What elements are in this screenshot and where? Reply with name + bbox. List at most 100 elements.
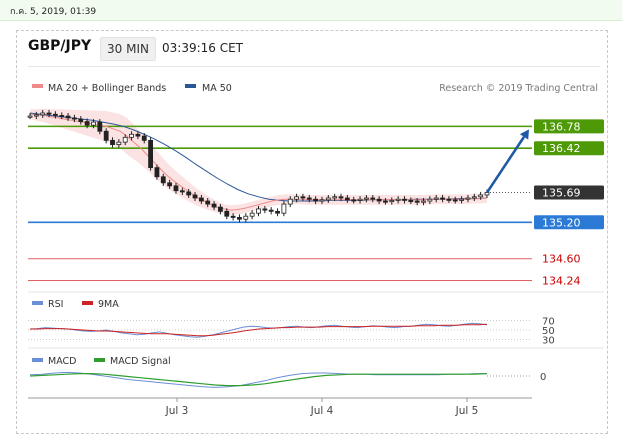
level-labels: 136.78 136.42 135.69 135.20 134.60 134.24 <box>534 119 604 288</box>
candle-body <box>300 196 306 199</box>
candle-body <box>173 185 179 192</box>
candle-body <box>256 208 261 214</box>
legend-swatch-ma50 <box>185 84 196 88</box>
candle-body <box>351 199 357 202</box>
candle-body <box>294 196 299 200</box>
legend-label-9ma: 9MA <box>98 299 119 310</box>
legend-label-ma50: MA 50 <box>202 83 232 94</box>
projection-arrow-head <box>519 129 529 140</box>
candle-body <box>72 117 77 120</box>
candle-body <box>167 182 173 187</box>
candle-body <box>59 115 65 118</box>
candle-body <box>478 194 484 198</box>
candle-body <box>344 197 350 201</box>
level-badge-1 <box>534 141 604 156</box>
macd-signal-line <box>29 373 488 387</box>
candle-body <box>141 135 147 141</box>
candle-body <box>370 197 376 200</box>
rsi-tick-70: 70 <box>542 316 555 327</box>
legend-label-macd-signal: MACD Signal <box>110 356 171 367</box>
candle-body <box>46 112 52 115</box>
candle-body <box>52 113 58 116</box>
macd-tick-zero: 0 <box>540 372 546 383</box>
candle-body <box>484 192 490 196</box>
chart-credit: Research © 2019 Trading Central <box>439 83 598 94</box>
candle-body <box>275 210 280 214</box>
candle-body <box>427 198 433 202</box>
header-time: 03:39:16 CET <box>162 41 243 55</box>
level-badge-3 <box>534 215 604 230</box>
candle-body <box>402 198 407 201</box>
level-badge-2 <box>534 185 604 200</box>
candle-body <box>433 197 439 200</box>
candle-body <box>205 200 211 205</box>
candle-body <box>287 198 293 205</box>
datetime-stamp: ก.ค. 5, 2019, 01:39 <box>10 7 97 17</box>
legend-swatch-ma20 <box>32 84 43 88</box>
candle-body <box>325 197 331 201</box>
candle-body <box>395 198 401 201</box>
x-axis-ticks: Jul 3 Jul 4 Jul 5 <box>165 398 479 417</box>
candle-body <box>33 114 39 117</box>
candle-body <box>440 197 445 200</box>
candle-body <box>65 115 71 119</box>
candle-body <box>408 200 414 203</box>
candle-body <box>135 133 141 137</box>
candle-body <box>313 198 319 202</box>
candle-body <box>471 196 477 199</box>
candle-body <box>357 198 363 201</box>
candle-body <box>459 198 465 201</box>
rsi-gridlines <box>28 319 532 341</box>
level-label-1: 136.42 <box>542 142 581 155</box>
candle-body <box>211 203 217 208</box>
level-label-3: 135.20 <box>542 216 581 229</box>
candle-body <box>154 167 160 178</box>
candle-body <box>383 200 388 203</box>
x-tick-label-1: Jul 4 <box>310 405 334 417</box>
legend-swatch-macd-signal <box>94 358 105 362</box>
candle-body <box>129 133 134 138</box>
candle-body <box>262 208 268 211</box>
legend-label-rsi: RSI <box>48 299 63 310</box>
candle-body <box>91 121 96 126</box>
candle-body <box>389 200 395 203</box>
candle-body <box>243 215 249 220</box>
x-tick-label-2: Jul 5 <box>455 405 479 417</box>
candle-body <box>192 194 198 199</box>
candle-body <box>465 197 471 200</box>
candle-body <box>218 206 223 212</box>
legend-swatch-9ma <box>82 301 93 305</box>
x-tick-label-0: Jul 3 <box>165 405 189 417</box>
currency-pair: GBP/JPY <box>28 38 92 54</box>
level-label-4: 134.60 <box>542 253 581 266</box>
candle-body <box>230 215 236 218</box>
price-candles <box>27 110 490 223</box>
candle-body <box>186 191 192 196</box>
rsi-tick-30: 30 <box>542 336 555 347</box>
candle-body <box>122 136 128 143</box>
candle-body <box>27 115 33 118</box>
level-label-0: 136.78 <box>542 120 581 133</box>
candle-body <box>268 209 274 212</box>
candle-body <box>84 121 90 126</box>
projection-arrow <box>485 136 526 194</box>
candle-body <box>332 196 338 199</box>
timeframe-badge[interactable]: 30 MIN <box>100 37 156 61</box>
candle-body <box>103 130 109 141</box>
level-label-5: 134.24 <box>542 275 581 288</box>
candle-body <box>414 200 420 203</box>
legend-label-macd: MACD <box>48 356 76 367</box>
legend-swatch-macd <box>32 358 43 362</box>
legend-swatch-rsi <box>32 301 43 305</box>
level-badge-0 <box>534 119 604 134</box>
candle-body <box>376 198 382 202</box>
chart-frame <box>16 30 608 434</box>
candle-body <box>160 176 166 184</box>
candle-body <box>110 139 115 145</box>
candle-body <box>446 198 452 201</box>
level-label-2: 135.69 <box>542 187 581 200</box>
candle-body <box>116 141 122 145</box>
candle-body <box>281 203 287 214</box>
